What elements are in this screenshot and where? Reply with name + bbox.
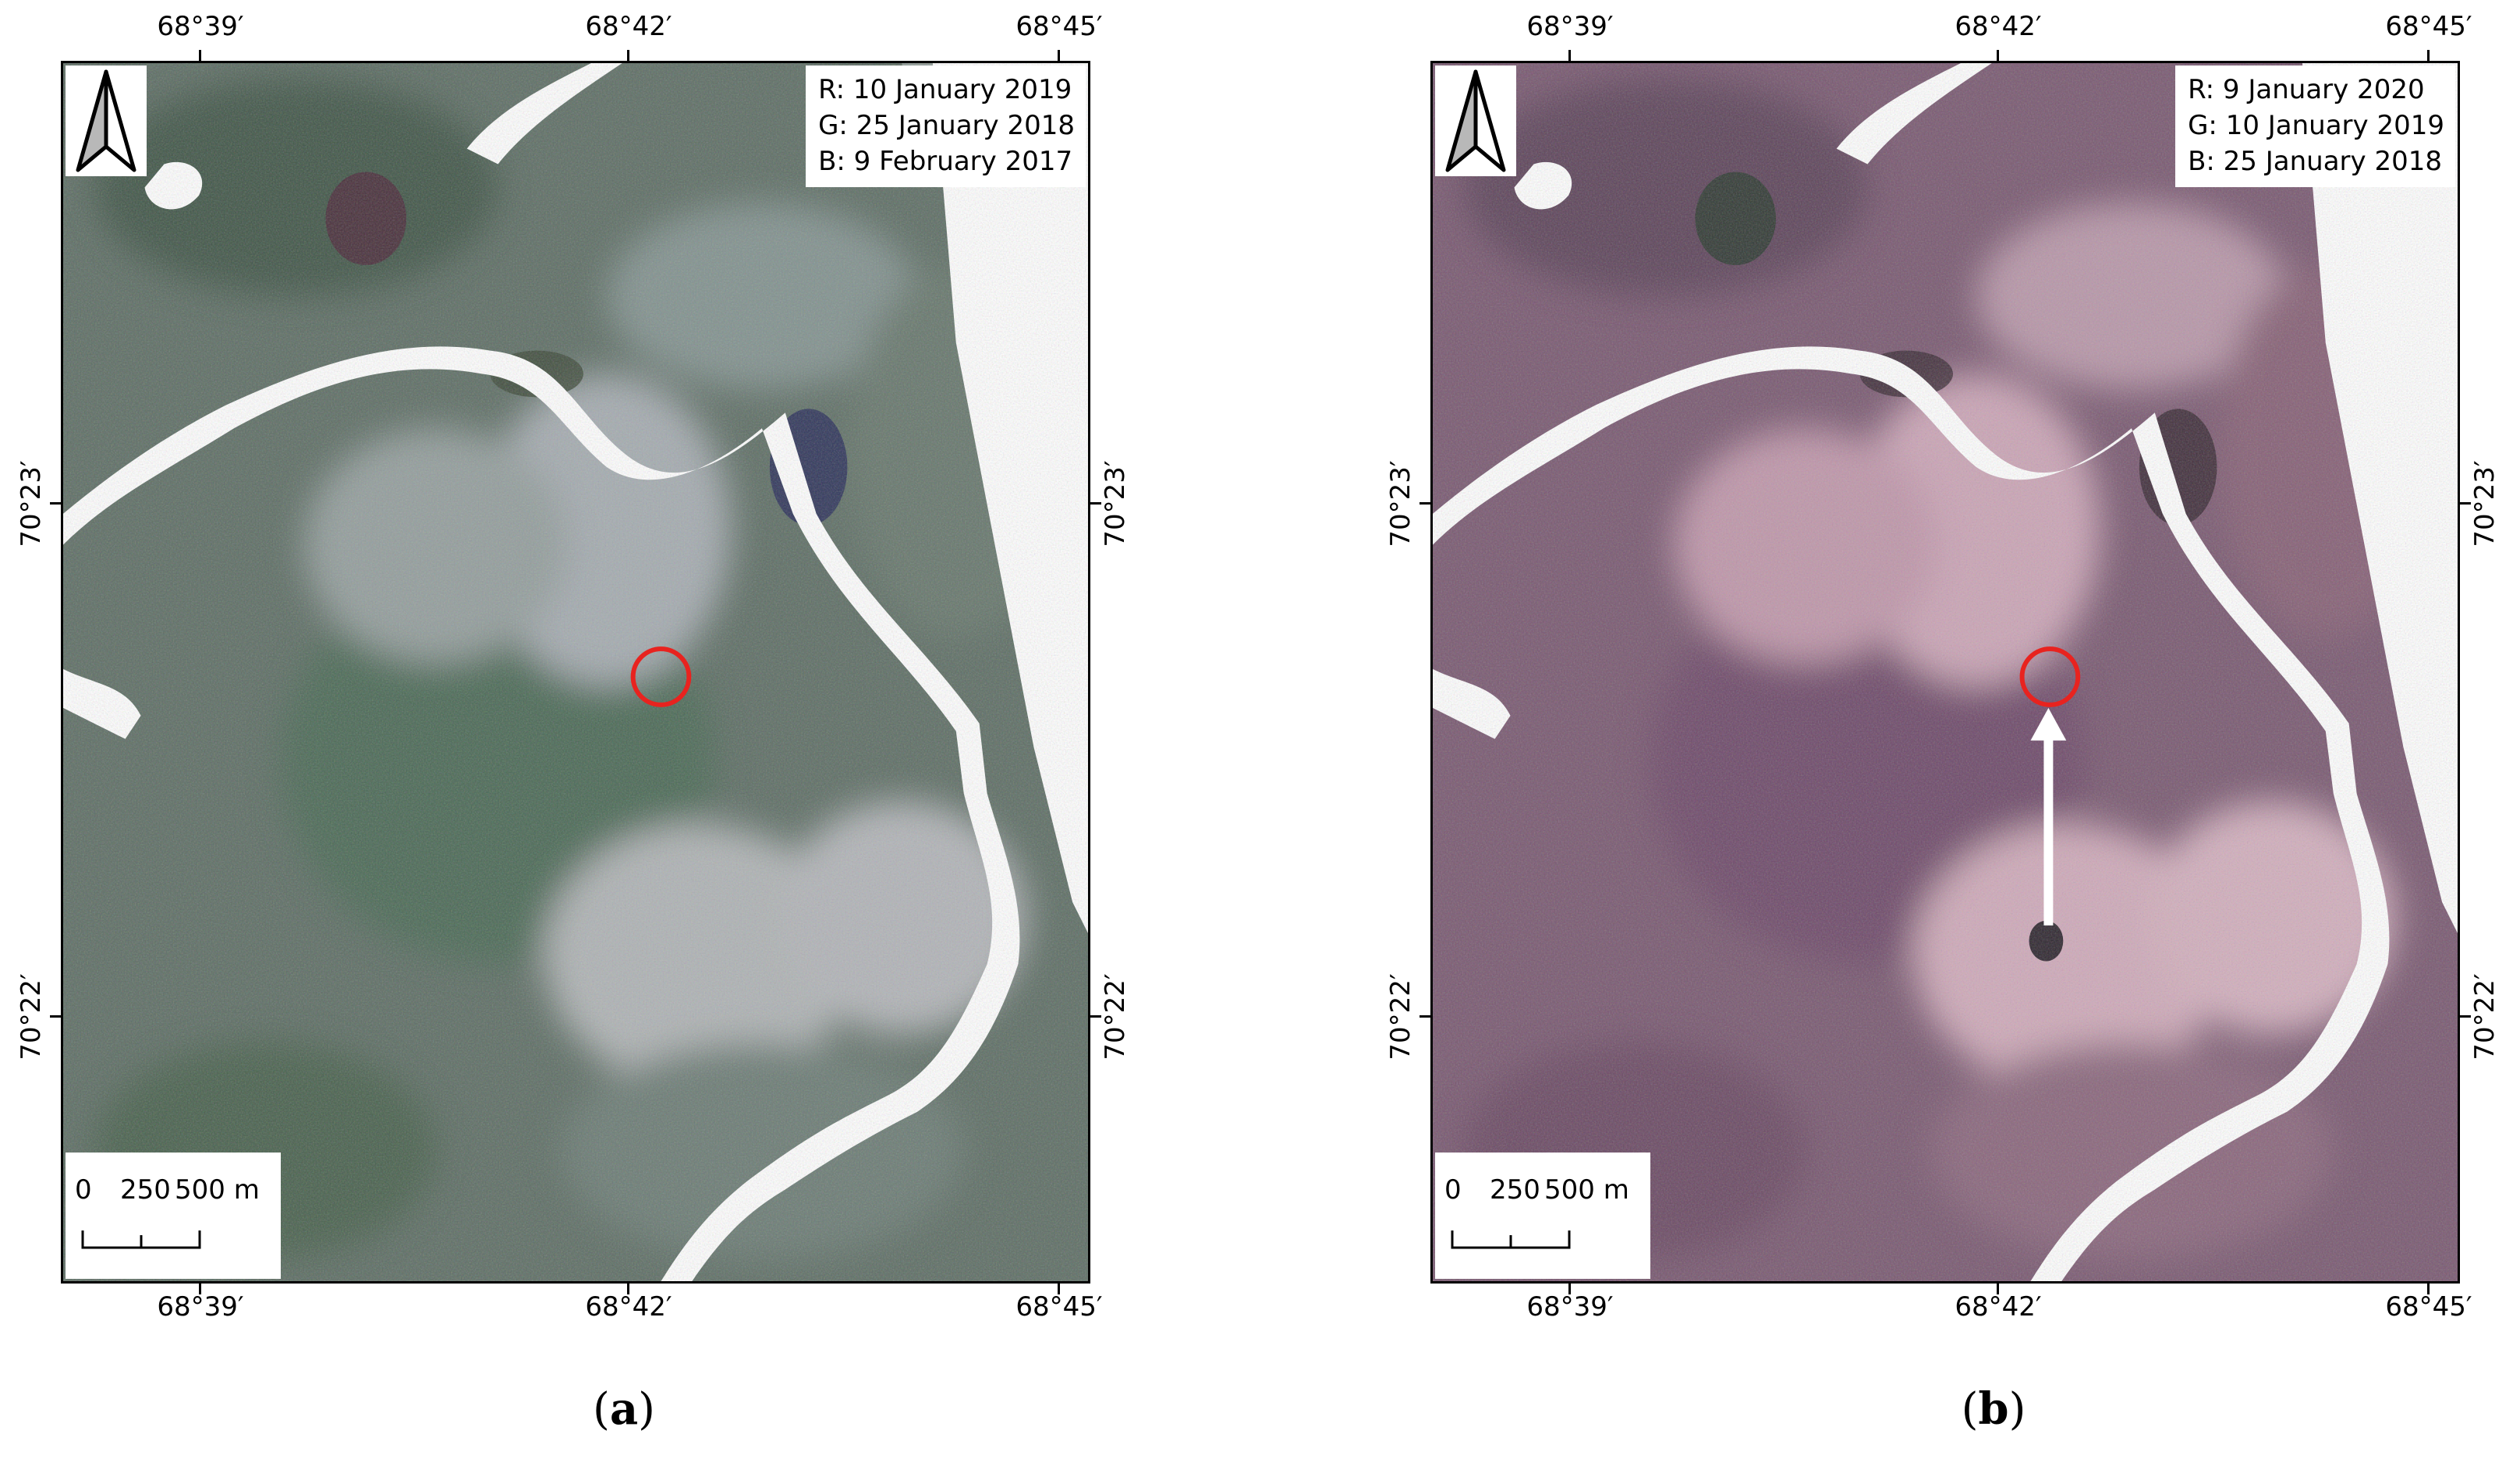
lon-top-2: 68°42′ bbox=[585, 11, 672, 42]
tick bbox=[627, 50, 629, 61]
lon-top-2: 68°42′ bbox=[1955, 11, 2042, 42]
lat-left-1: 70°23′ bbox=[1385, 460, 1416, 547]
tick bbox=[1419, 502, 1430, 505]
lon-top-1: 68°39′ bbox=[1526, 11, 1614, 42]
lat-left-2: 70°22′ bbox=[1385, 973, 1416, 1060]
lon-top-3: 68°45′ bbox=[2385, 11, 2472, 42]
tick bbox=[1058, 50, 1060, 61]
north-arrow-icon bbox=[1435, 66, 1516, 176]
lon-bottom-2: 68°42′ bbox=[1955, 1291, 2042, 1323]
lat-right-2: 70°22′ bbox=[1100, 973, 1131, 1060]
tick bbox=[627, 1284, 629, 1294]
map-imagery bbox=[63, 63, 1088, 1281]
tick bbox=[2460, 1015, 2471, 1018]
lat-left-2: 70°22′ bbox=[16, 973, 47, 1060]
scale-label-250: 250 bbox=[1490, 1174, 1540, 1206]
scale-label-250: 250 bbox=[120, 1174, 171, 1206]
panel-caption-b: (b) bbox=[1961, 1383, 2026, 1435]
marker-circle bbox=[630, 646, 692, 707]
tick bbox=[1568, 50, 1571, 61]
panel-b: 68°39′ 68°42′ 68°45′ 70°23′ 70°22′ 70°23… bbox=[1370, 0, 2520, 1473]
tick bbox=[2427, 1284, 2430, 1294]
map-imagery bbox=[1433, 63, 2458, 1281]
panel-a: 68°39′ 68°42′ 68°45′ 70°23′ 70°22′ 70°23… bbox=[0, 0, 1248, 1473]
lat-right-2: 70°22′ bbox=[2469, 973, 2501, 1060]
legend-box: R: 9 January 2020 G: 10 January 2019 B: … bbox=[2175, 66, 2455, 187]
arrow-icon bbox=[2030, 707, 2067, 926]
scale-label-0: 0 bbox=[1444, 1174, 1462, 1206]
scale-label-500: 500 m bbox=[1544, 1174, 1629, 1206]
tick bbox=[2460, 502, 2471, 505]
legend-box: R: 10 January 2019 G: 25 January 2018 B:… bbox=[806, 66, 1086, 187]
lon-bottom-1: 68°39′ bbox=[1526, 1291, 1614, 1323]
tick bbox=[1090, 1015, 1101, 1018]
lon-bottom-2: 68°42′ bbox=[585, 1291, 672, 1323]
tick bbox=[1419, 1015, 1430, 1018]
tick bbox=[50, 1015, 61, 1018]
scale-bar: 0 250 500 m bbox=[66, 1153, 281, 1279]
tick bbox=[1997, 1284, 1999, 1294]
tick bbox=[50, 502, 61, 505]
scale-label-0: 0 bbox=[75, 1174, 92, 1206]
lon-bottom-3: 68°45′ bbox=[1015, 1291, 1103, 1323]
marker-circle bbox=[2019, 646, 2081, 707]
lat-right-1: 70°23′ bbox=[2469, 460, 2501, 547]
legend-green-date: G: 10 January 2019 bbox=[2188, 110, 2444, 141]
legend-red-date: R: 9 January 2020 bbox=[2188, 74, 2425, 105]
north-arrow-icon bbox=[66, 66, 147, 176]
legend-blue-date: B: 25 January 2018 bbox=[2188, 146, 2442, 177]
legend-red-date: R: 10 January 2019 bbox=[818, 74, 1072, 105]
lon-top-3: 68°45′ bbox=[1015, 11, 1103, 42]
tick bbox=[2427, 50, 2430, 61]
panel-caption-a: (a) bbox=[592, 1383, 655, 1435]
lat-right-1: 70°23′ bbox=[1100, 460, 1131, 547]
scale-bar: 0 250 500 m bbox=[1435, 1153, 1650, 1279]
satellite-map[interactable]: R: 9 January 2020 G: 10 January 2019 B: … bbox=[1430, 61, 2460, 1284]
tick bbox=[1568, 1284, 1571, 1294]
lon-bottom-1: 68°39′ bbox=[157, 1291, 244, 1323]
legend-green-date: G: 25 January 2018 bbox=[818, 110, 1075, 141]
legend-blue-date: B: 9 February 2017 bbox=[818, 146, 1073, 177]
tick bbox=[1997, 50, 1999, 61]
satellite-map[interactable]: R: 10 January 2019 G: 25 January 2018 B:… bbox=[61, 61, 1090, 1284]
tick bbox=[199, 50, 201, 61]
lat-left-1: 70°23′ bbox=[16, 460, 47, 547]
tick bbox=[1058, 1284, 1060, 1294]
lon-top-1: 68°39′ bbox=[157, 11, 244, 42]
tick bbox=[1090, 502, 1101, 505]
scale-label-500: 500 m bbox=[175, 1174, 260, 1206]
lon-bottom-3: 68°45′ bbox=[2385, 1291, 2472, 1323]
tick bbox=[199, 1284, 201, 1294]
